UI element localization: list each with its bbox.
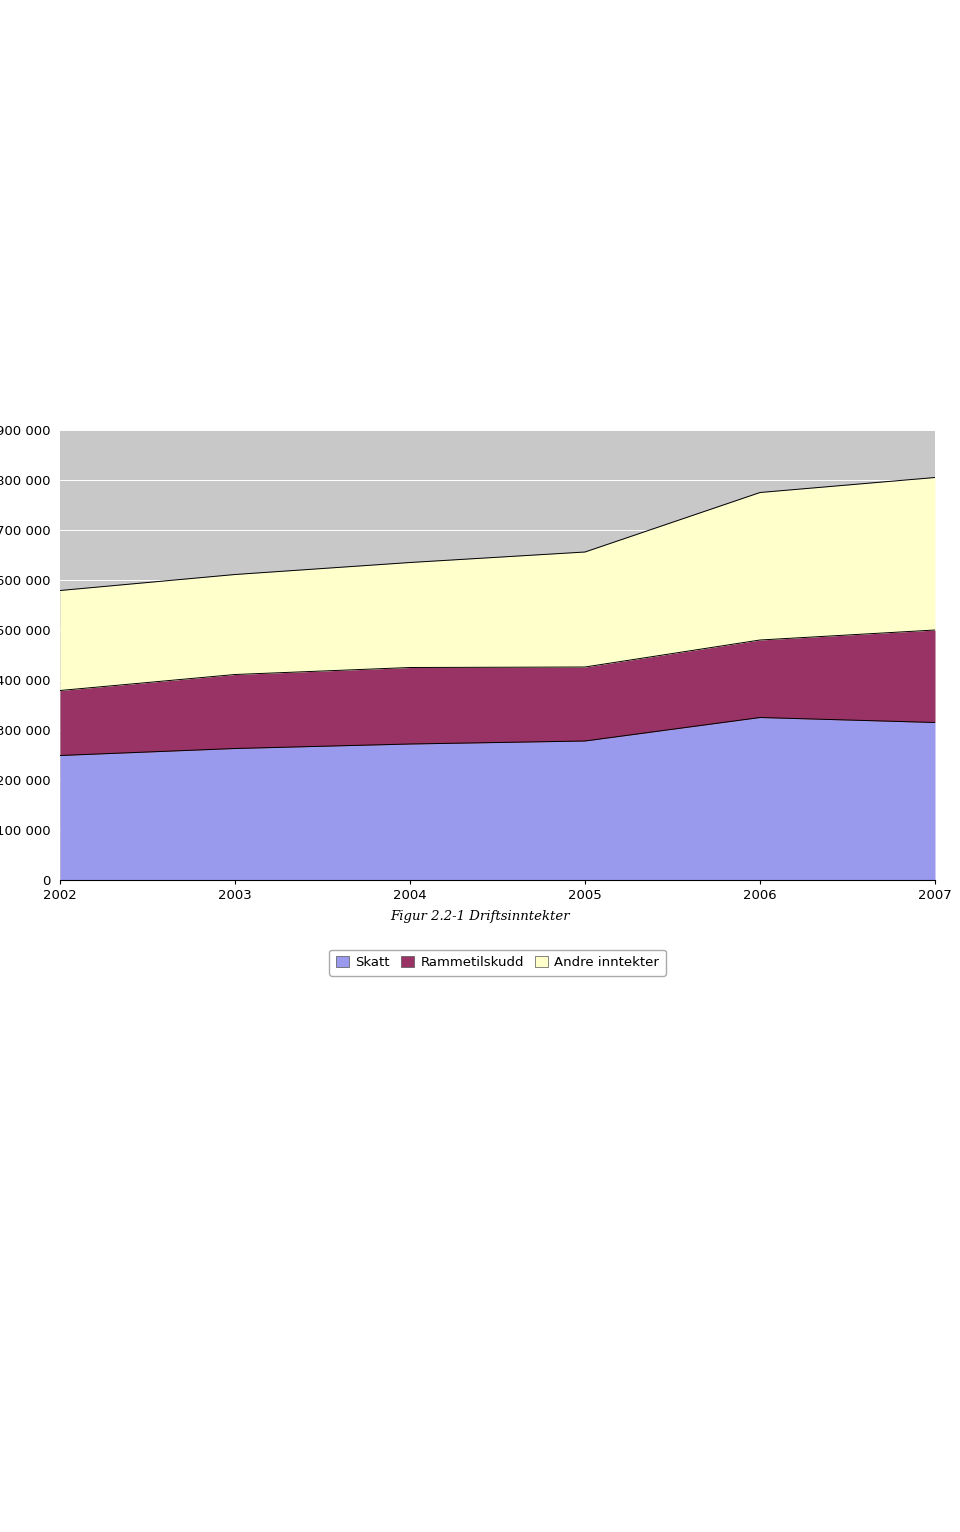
Legend: Skatt, Rammetilskudd, Andre inntekter: Skatt, Rammetilskudd, Andre inntekter bbox=[329, 950, 666, 976]
Text: Figur 2.2-1 Driftsinntekter: Figur 2.2-1 Driftsinntekter bbox=[390, 910, 570, 922]
